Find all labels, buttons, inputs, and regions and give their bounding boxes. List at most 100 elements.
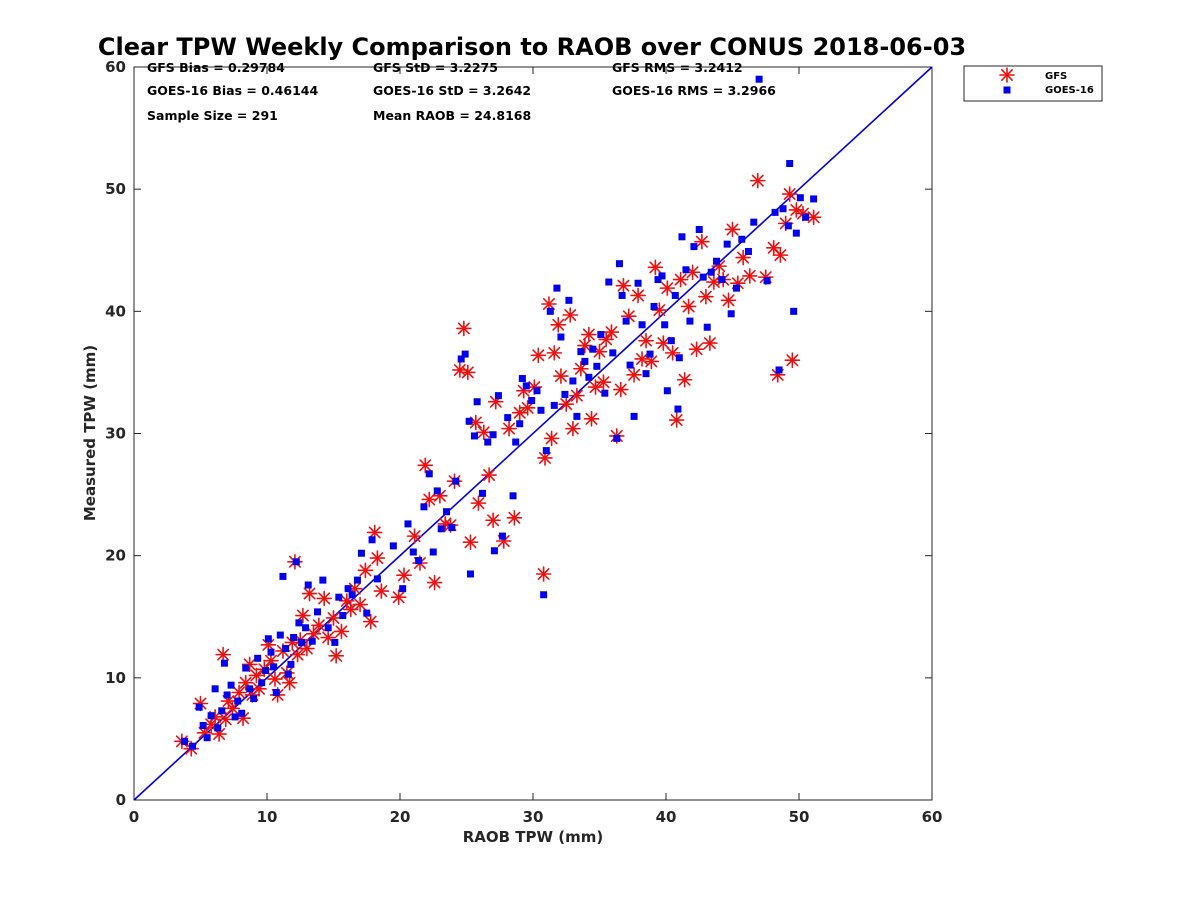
- goes16-point: [304, 581, 312, 589]
- goes16-point: [678, 233, 686, 241]
- goes16-point: [220, 659, 228, 667]
- goes16-point: [642, 370, 650, 378]
- goes16-point: [703, 323, 711, 331]
- gfs-point: [357, 562, 374, 579]
- goes16-point: [363, 609, 371, 617]
- legend-gfs-marker: [999, 67, 1015, 83]
- goes16-point: [272, 688, 280, 696]
- gfs-point: [231, 684, 247, 701]
- goes16-point: [189, 742, 197, 750]
- gfs-point: [553, 368, 569, 384]
- goes16-point: [792, 229, 800, 237]
- gfs-point: [698, 288, 714, 305]
- gfs-point: [396, 567, 412, 584]
- goes16-point: [433, 487, 441, 495]
- goes16-point: [695, 225, 703, 233]
- gfs-point: [295, 607, 311, 624]
- goes16-point: [498, 532, 506, 540]
- goes16-point: [473, 398, 481, 406]
- goes16-point: [348, 591, 356, 599]
- goes16-point: [276, 631, 284, 639]
- x-tick-label: 20: [390, 808, 411, 826]
- gfs-point: [485, 512, 501, 529]
- goes16-point: [553, 284, 561, 292]
- x-tick-label: 60: [922, 808, 943, 826]
- goes16-point: [540, 591, 548, 599]
- goes16-point: [335, 593, 343, 601]
- gfs-point: [462, 534, 479, 551]
- gfs-point: [362, 613, 379, 630]
- goes16-point: [246, 685, 254, 693]
- gfs-point: [426, 574, 443, 591]
- goes16-point: [420, 503, 428, 511]
- goes16-point: [658, 272, 666, 280]
- goes16-point: [290, 634, 298, 642]
- gfs-point: [741, 268, 758, 284]
- goes16-point: [723, 240, 731, 248]
- goes16-point: [713, 257, 721, 265]
- gfs-point: [546, 345, 563, 361]
- gfs-point: [352, 596, 368, 613]
- goes16-point: [457, 355, 465, 363]
- gfs-point: [369, 550, 386, 566]
- goes16-point: [671, 291, 679, 299]
- goes16-point: [802, 213, 810, 221]
- gfs-point: [598, 331, 614, 348]
- stat-gfs-std: GFS StD = 3.2275: [373, 60, 498, 75]
- goes16-point: [546, 307, 554, 315]
- gfs-point: [215, 646, 231, 663]
- stat-mean-raob: Mean RAOB = 24.8168: [373, 108, 531, 123]
- y-tick-label: 60: [105, 58, 126, 76]
- stat-gfs-bias: GFS Bias = 0.29784: [147, 60, 285, 75]
- goes16-point: [465, 417, 473, 425]
- gfs-point: [543, 430, 560, 447]
- gfs-point: [550, 316, 567, 333]
- gfs-point: [676, 371, 693, 388]
- goes16-point: [466, 570, 474, 578]
- goes16-point: [690, 243, 698, 251]
- goes16-point: [675, 354, 683, 362]
- gfs-point: [569, 387, 585, 404]
- goes16-point: [461, 350, 469, 358]
- goes16-point: [573, 412, 581, 420]
- goes16-point: [292, 558, 300, 566]
- legend-goes-marker: [1003, 86, 1011, 94]
- gfs-point: [659, 280, 676, 296]
- gfs-point: [373, 583, 390, 599]
- goes16-point: [557, 333, 565, 341]
- goes16-point: [618, 291, 626, 299]
- goes16-point: [295, 619, 303, 627]
- goes16-point: [262, 667, 270, 675]
- goes16-point: [242, 664, 250, 672]
- goes16-point: [258, 679, 266, 687]
- goes16-point: [357, 549, 365, 557]
- gfs-point: [537, 450, 553, 466]
- goes16-point: [763, 277, 771, 285]
- goes16-point: [528, 397, 536, 405]
- goes16-point: [577, 348, 585, 356]
- gfs-point: [795, 205, 811, 222]
- goes16-point: [353, 576, 361, 584]
- goes16-point: [324, 624, 332, 632]
- gfs-point: [470, 495, 487, 511]
- goes16-point: [489, 431, 497, 439]
- x-tick-label: 40: [656, 808, 677, 826]
- goes16-point: [790, 307, 798, 315]
- goes16-point: [638, 321, 646, 329]
- gfs-point: [325, 610, 342, 626]
- goes16-point: [399, 585, 407, 593]
- gfs-point: [634, 351, 650, 367]
- goes16-point: [634, 279, 642, 287]
- goes16-point: [615, 260, 623, 268]
- goes16-point: [597, 331, 605, 339]
- chart-title: Clear TPW Weekly Comparison to RAOB over…: [98, 33, 966, 61]
- goes16-point: [238, 709, 246, 717]
- goes16-point: [727, 310, 735, 318]
- goes16-point: [646, 350, 654, 358]
- goes16-point: [585, 373, 593, 381]
- goes16-point: [484, 438, 492, 446]
- goes16-point: [605, 278, 613, 286]
- y-tick-label: 30: [105, 425, 126, 443]
- goes16-point: [331, 638, 339, 646]
- legend-box: [963, 65, 1103, 102]
